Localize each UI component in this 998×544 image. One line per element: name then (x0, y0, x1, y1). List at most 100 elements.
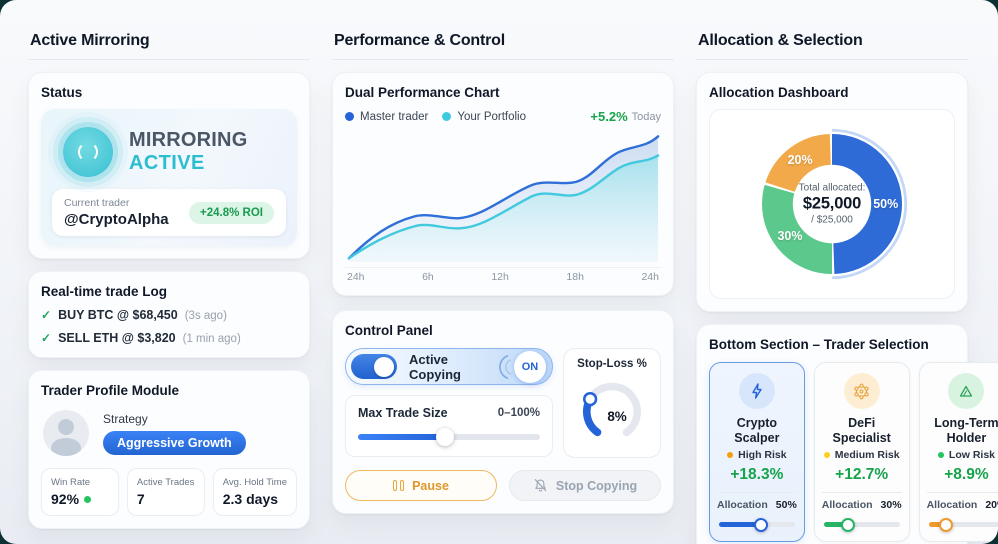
stat-card-win-rate: Win Rate 92% (41, 468, 119, 516)
mirroring-status-row: MIRRORING ACTIVE (52, 121, 286, 189)
trader-profile-row: Strategy Aggressive Growth (43, 410, 295, 456)
risk-dot-icon (823, 452, 830, 458)
trader-card-long-term-holder[interactable]: Long-Term Holder Low Risk +8.9% Allocati… (918, 362, 998, 542)
current-trader-label: Current trader (64, 197, 130, 209)
trade-log-time: (3s ago) (184, 310, 227, 322)
trader-name: Long-Term Holder (934, 416, 998, 445)
column-title-allocation: Allocation & Selection (696, 24, 968, 60)
chart-change-period: Today (631, 110, 661, 123)
avatar-body-icon (51, 438, 81, 456)
current-trader-info: Current trader @CryptoAlpha (64, 197, 169, 228)
stat-value: 2.3 days (223, 491, 287, 507)
slider-fill (823, 522, 851, 527)
check-icon: ✓ (41, 331, 52, 345)
profile-stats-row: Win Rate 92% Active Trades 7 Avg. Hold T… (41, 468, 297, 516)
stop-loss-card: Stop-Loss % 8% (563, 348, 661, 458)
legend-label: Your Portfolio (457, 110, 527, 123)
stat-value-text: 7 (136, 491, 145, 507)
total-allocated-value: $25,000 (802, 194, 862, 213)
total-allocated-max: / $25,000 (811, 214, 853, 226)
risk-label: Low Risk (948, 449, 995, 461)
stop-loss-value: 8% (607, 409, 626, 424)
trader-selection-panel: Bottom Section – Trader Selection Crypto… (696, 324, 998, 544)
stat-value-text: 2.3 days (222, 491, 279, 507)
check-icon: ✓ (41, 308, 52, 322)
slider-fill (358, 434, 446, 440)
slider-track[interactable] (823, 522, 900, 527)
stop-copying-button[interactable]: Stop Copying (509, 470, 661, 501)
trader-cards-row: Crypto Scalper High Risk +18.3% Allocati… (709, 362, 998, 542)
risk-label: Medium Risk (834, 449, 900, 461)
trader-selection-title: Bottom Section – Trader Selection (709, 337, 929, 352)
control-panel: Control Panel Active Copying (332, 310, 674, 514)
stat-label: Active Trades (136, 477, 195, 488)
allocation-value: 30% (880, 499, 902, 511)
trade-log-panel: Real-time trade Log ✓ BUY BTC @ $68,450 … (28, 271, 310, 358)
status-line-active: ACTIVE (129, 152, 205, 174)
slider-knob[interactable] (938, 517, 953, 532)
switch-knob[interactable] (374, 356, 394, 377)
stat-value-text: 92% (51, 491, 80, 507)
allocation-value: 20% (985, 499, 998, 511)
divider (717, 492, 797, 493)
slider-fill (719, 522, 763, 527)
trader-card-defi-specialist[interactable]: DeFi Specialist Medium Risk +12.7% Alloc… (813, 362, 910, 542)
pause-button[interactable]: Pause (345, 470, 497, 501)
allocation-slider[interactable] (717, 517, 797, 532)
column-title-performance: Performance & Control (332, 24, 674, 60)
max-trade-label: Max Trade Size (358, 406, 448, 420)
allocation-slider[interactable] (927, 517, 998, 532)
chart-x-axis: 24h 6h 12h 18h 24h (345, 267, 661, 283)
column-performance-control: Performance & Control Dual Performance C… (332, 24, 674, 544)
trader-name: DeFi Specialist (832, 416, 891, 445)
total-allocated-label: Total allocated: (798, 182, 866, 194)
stat-card-active-trades: Active Trades 7 (126, 468, 205, 516)
status-panel-title: Status (41, 85, 83, 100)
sync-arcs-icon (78, 142, 98, 162)
allocation-label: Allocation (926, 499, 978, 511)
risk-dot-icon (937, 452, 944, 458)
legend-label: Master trader (360, 110, 429, 123)
chart-legend: Master trader Your Portfolio +5.2% Today (345, 109, 661, 124)
pause-icon (393, 480, 405, 491)
slider-knob[interactable] (753, 517, 768, 532)
on-badge[interactable]: ON (514, 350, 546, 383)
risk-row: Low Risk (927, 449, 998, 461)
slider-track[interactable] (928, 522, 998, 527)
current-trader-handle: @CryptoAlpha (64, 211, 169, 228)
max-trade-slider[interactable] (358, 428, 540, 446)
trade-log-row: ✓ SELL ETH @ $3,820 (1 min ago) (41, 331, 297, 345)
status-panel: Status MIRRORING ACTIVE Current trader @… (28, 72, 310, 259)
active-copying-switch[interactable] (351, 354, 397, 379)
stat-value: 7 (137, 491, 195, 507)
avatar-head-icon (58, 419, 74, 435)
on-indicator-wrap: ON (499, 350, 546, 383)
trader-card-crypto-scalper[interactable]: Crypto Scalper High Risk +18.3% Allocati… (709, 362, 805, 542)
stat-label: Avg. Hold Time (222, 477, 287, 488)
allocation-value: 50% (775, 499, 797, 511)
control-buttons-row: Pause Stop Copying (345, 470, 661, 501)
legend-dot-cyan-icon (442, 112, 452, 121)
column-allocation-selection: Allocation & Selection Allocation Dashbo… (696, 24, 998, 544)
strategy-badge[interactable]: Aggressive Growth (103, 430, 246, 455)
slider-knob[interactable] (436, 428, 455, 446)
x-tick: 24h (347, 271, 365, 283)
allocation-slider[interactable] (822, 517, 902, 532)
gauge-knob[interactable] (583, 391, 598, 407)
trader-profile-panel: Trader Profile Module Strategy Aggressiv… (28, 370, 310, 529)
trade-log-text: BUY BTC @ $68,450 (58, 308, 178, 322)
risk-label: High Risk (738, 449, 787, 461)
avatar (43, 410, 89, 456)
stop-loss-gauge[interactable]: 8% (570, 370, 654, 450)
x-tick: 6h (422, 271, 434, 283)
donut-center-text: Total allocated: $25,000 / $25,000 (787, 183, 877, 226)
stop-loss-label: Stop-Loss % (577, 358, 647, 370)
performance-line-chart: 24h 6h 12h 18h 24h (345, 130, 661, 283)
active-copying-toggle-row[interactable]: Active Copying ON (345, 348, 553, 385)
risk-dot-icon (727, 452, 734, 458)
status-line-mirroring: MIRRORING (129, 129, 248, 151)
risk-row: High Risk (717, 449, 797, 461)
line-chart-svg (347, 135, 660, 262)
slider-knob[interactable] (841, 517, 856, 532)
current-trader-card[interactable]: Current trader @CryptoAlpha +24.8% ROI (52, 189, 286, 236)
